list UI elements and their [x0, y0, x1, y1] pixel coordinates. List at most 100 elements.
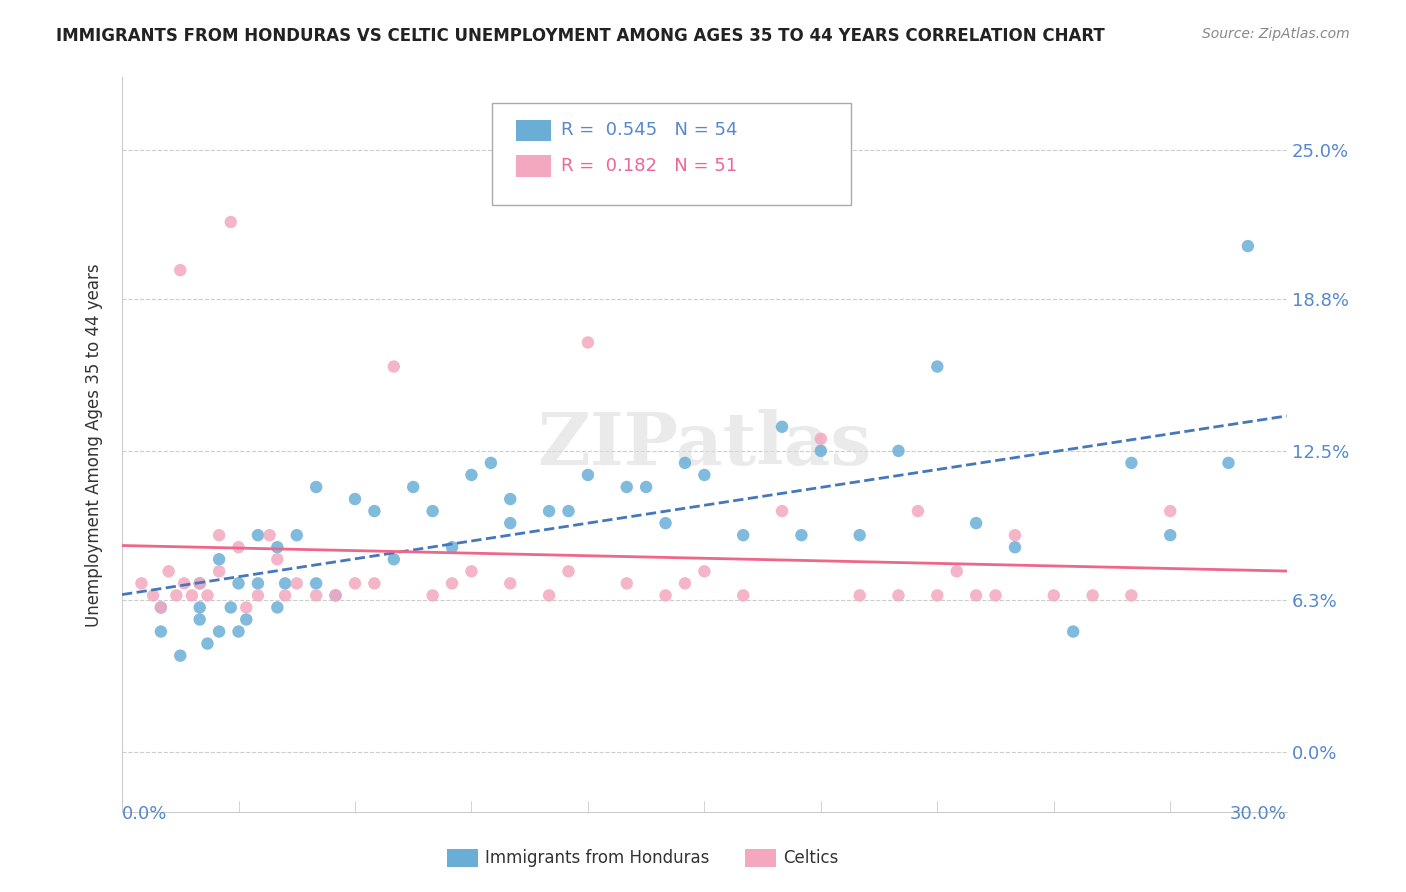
Point [142, 589, 165, 603]
Point [499, 516, 522, 530]
Point [188, 613, 211, 627]
Point [673, 456, 696, 470]
Point [325, 589, 347, 603]
Point [576, 335, 599, 350]
Text: R =  0.545   N = 54: R = 0.545 N = 54 [561, 121, 738, 139]
Point [1081, 589, 1104, 603]
Point [927, 359, 949, 374]
Point [499, 576, 522, 591]
Point [1121, 456, 1143, 470]
Point [460, 564, 482, 578]
Point [422, 504, 444, 518]
Point [343, 491, 366, 506]
Point [848, 589, 870, 603]
Text: 30.0%: 30.0% [1230, 805, 1286, 823]
Point [266, 540, 288, 554]
Point [246, 576, 269, 591]
Point [382, 359, 405, 374]
Point [733, 528, 755, 542]
Point [235, 600, 257, 615]
Point [325, 589, 347, 603]
Point [965, 589, 987, 603]
Point [557, 504, 579, 518]
Point [219, 600, 242, 615]
Point [165, 589, 187, 603]
Point [173, 576, 195, 591]
Point [208, 528, 231, 542]
Point [460, 467, 482, 482]
Point [499, 491, 522, 506]
Point [246, 589, 269, 603]
Point [149, 624, 172, 639]
Point [274, 576, 297, 591]
Point [557, 564, 579, 578]
Point [197, 589, 219, 603]
Point [1121, 589, 1143, 603]
Point [208, 564, 231, 578]
Point [927, 589, 949, 603]
Point [770, 504, 793, 518]
Point [770, 419, 793, 434]
Point [538, 504, 561, 518]
Point [887, 589, 910, 603]
Point [305, 589, 328, 603]
Point [266, 552, 288, 566]
Point [907, 504, 929, 518]
Point [616, 480, 638, 494]
Point [208, 552, 231, 566]
Point [984, 589, 1007, 603]
Point [848, 528, 870, 542]
Point [363, 576, 385, 591]
Point [1062, 624, 1084, 639]
Point [479, 456, 502, 470]
Point [1042, 589, 1064, 603]
Point [616, 576, 638, 591]
Point [188, 576, 211, 591]
Point [538, 589, 561, 603]
Text: IMMIGRANTS FROM HONDURAS VS CELTIC UNEMPLOYMENT AMONG AGES 35 TO 44 YEARS CORREL: IMMIGRANTS FROM HONDURAS VS CELTIC UNEMP… [56, 27, 1105, 45]
Point [169, 263, 191, 277]
Point [965, 516, 987, 530]
Point [576, 467, 599, 482]
Point [157, 564, 180, 578]
Point [363, 504, 385, 518]
Point [149, 600, 172, 615]
Point [402, 480, 425, 494]
Point [733, 589, 755, 603]
Point [1004, 540, 1026, 554]
Text: Immigrants from Honduras: Immigrants from Honduras [485, 849, 710, 867]
Point [810, 432, 832, 446]
Point [228, 576, 250, 591]
Point [266, 600, 288, 615]
Text: ZIPatlas: ZIPatlas [537, 409, 872, 480]
Text: Source: ZipAtlas.com: Source: ZipAtlas.com [1202, 27, 1350, 41]
Point [197, 637, 219, 651]
Point [441, 576, 464, 591]
Point [181, 589, 204, 603]
Point [228, 540, 250, 554]
Point [654, 516, 676, 530]
Point [305, 480, 328, 494]
Point [343, 576, 366, 591]
Point [636, 480, 658, 494]
Point [149, 600, 172, 615]
Point [228, 624, 250, 639]
Point [305, 576, 328, 591]
Y-axis label: Unemployment Among Ages 35 to 44 years: Unemployment Among Ages 35 to 44 years [86, 263, 103, 627]
Point [235, 613, 257, 627]
Point [422, 589, 444, 603]
Point [274, 589, 297, 603]
Point [169, 648, 191, 663]
Point [887, 443, 910, 458]
Point [1237, 239, 1260, 253]
Point [246, 528, 269, 542]
Point [188, 576, 211, 591]
Point [1004, 528, 1026, 542]
Point [810, 443, 832, 458]
Point [441, 540, 464, 554]
Text: R =  0.182   N = 51: R = 0.182 N = 51 [561, 157, 737, 175]
Point [1218, 456, 1240, 470]
Point [382, 552, 405, 566]
Point [790, 528, 813, 542]
Point [285, 528, 308, 542]
